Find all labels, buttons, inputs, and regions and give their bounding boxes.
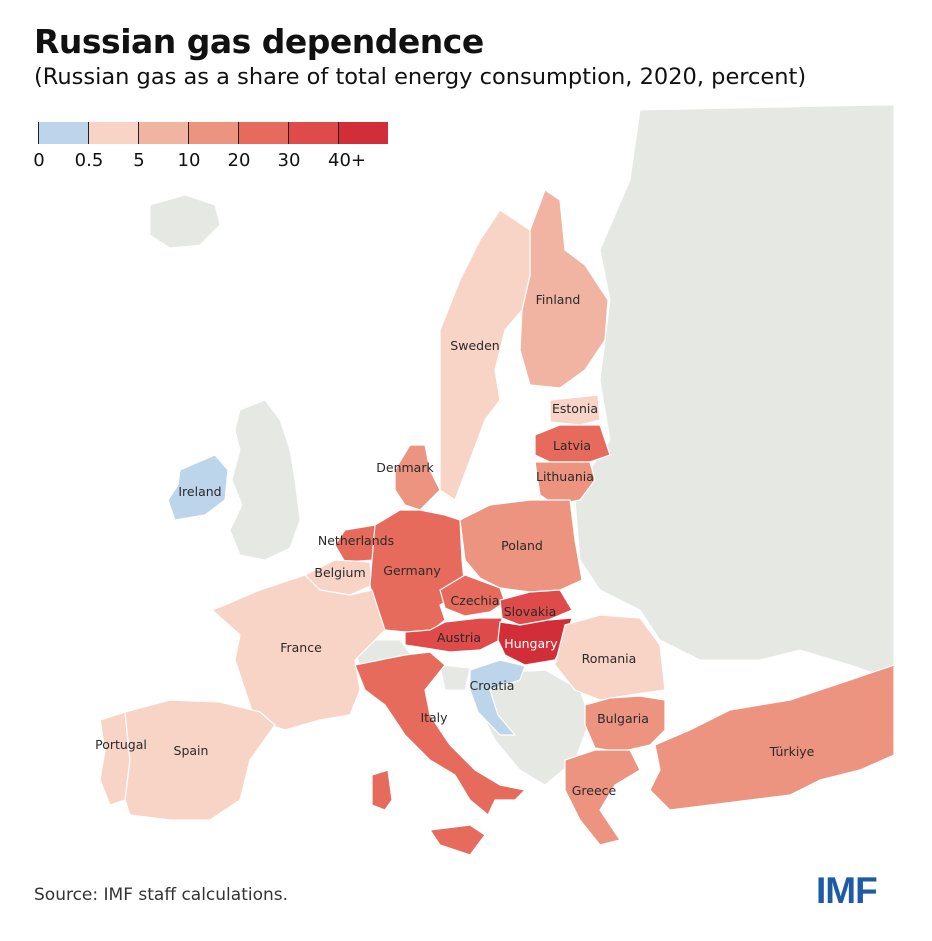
country-sicily [429,824,486,856]
label-ireland: Ireland [178,484,221,499]
country-turkiye [649,664,894,811]
label-lithuania: Lithuania [536,469,594,484]
label-latvia: Latvia [553,438,591,453]
legend-swatch-30 [288,122,338,144]
label-france: France [280,640,322,655]
label-denmark: Denmark [376,460,434,475]
label-italy: Italy [420,710,448,725]
label-finland: Finland [536,292,581,307]
label-portugal: Portugal [95,737,147,752]
country-latvia [534,424,611,463]
label-turkiye: Türkiye [769,744,815,759]
legend-swatch-40plus [338,122,388,144]
legend-labels: 0 0.5 5 10 20 30 40+ [33,150,388,174]
imf-logo: IMF [816,870,878,911]
legend-label: 0 [33,150,45,171]
label-hungary: Hungary [504,636,558,651]
country-slovakia [499,589,573,626]
label-croatia: Croatia [470,678,515,693]
label-estonia: Estonia [552,401,598,416]
label-austria: Austria [437,630,481,645]
legend-swatch-10 [188,122,238,144]
country-sweden [439,209,531,501]
country-denmark [394,444,441,511]
legend-ticks [38,122,388,156]
label-czechia: Czechia [451,593,500,608]
map-title: Russian gas dependence [34,22,484,61]
country-spain [124,699,276,821]
country-portugal [99,711,131,806]
legend-label: 0.5 [74,150,104,171]
legend-swatch-0 [38,122,88,144]
label-romania: Romania [582,651,637,666]
label-spain: Spain [174,743,209,758]
legend-swatch-5 [138,122,188,144]
country-italy [354,651,526,816]
country-romania [554,614,666,701]
country-labels: Finland Sweden Estonia Latvia Lithuania … [95,292,815,798]
label-germany: Germany [383,563,441,578]
non-data-land [149,105,894,786]
legend-label: 5 [133,150,145,171]
legend-swatch-0.5 [88,122,138,144]
color-legend: 0 0.5 5 10 20 30 40+ [33,122,388,174]
country-sardinia [371,769,393,811]
label-sweden: Sweden [450,338,499,353]
country-greece [564,749,641,846]
label-poland: Poland [501,538,543,553]
country-czechia [439,574,506,617]
label-slovakia: Slovakia [504,604,556,619]
country-ireland [167,454,229,521]
country-finland [519,189,609,389]
map-subtitle: (Russian gas as a share of total energy … [34,64,807,90]
country-lithuania [534,461,596,506]
legend-color-bar [38,122,388,144]
label-netherlands: Netherlands [318,533,394,548]
country-france [211,574,386,731]
label-greece: Greece [572,783,617,798]
country-shapes [99,189,894,856]
source-note: Source: IMF staff calculations. [34,885,289,905]
label-bulgaria: Bulgaria [597,711,649,726]
legend-swatch-20 [238,122,288,144]
country-estonia [549,394,601,426]
label-belgium: Belgium [314,565,365,580]
europe-map: Finland Sweden Estonia Latvia Lithuania … [95,105,894,856]
country-croatia [469,659,526,736]
legend-label: 20 [227,150,251,171]
country-bulgaria [584,695,666,753]
legend-label: 30 [277,150,301,171]
legend-label: 40+ [328,150,366,171]
country-poland [459,499,583,593]
legend-label: 10 [177,150,201,171]
